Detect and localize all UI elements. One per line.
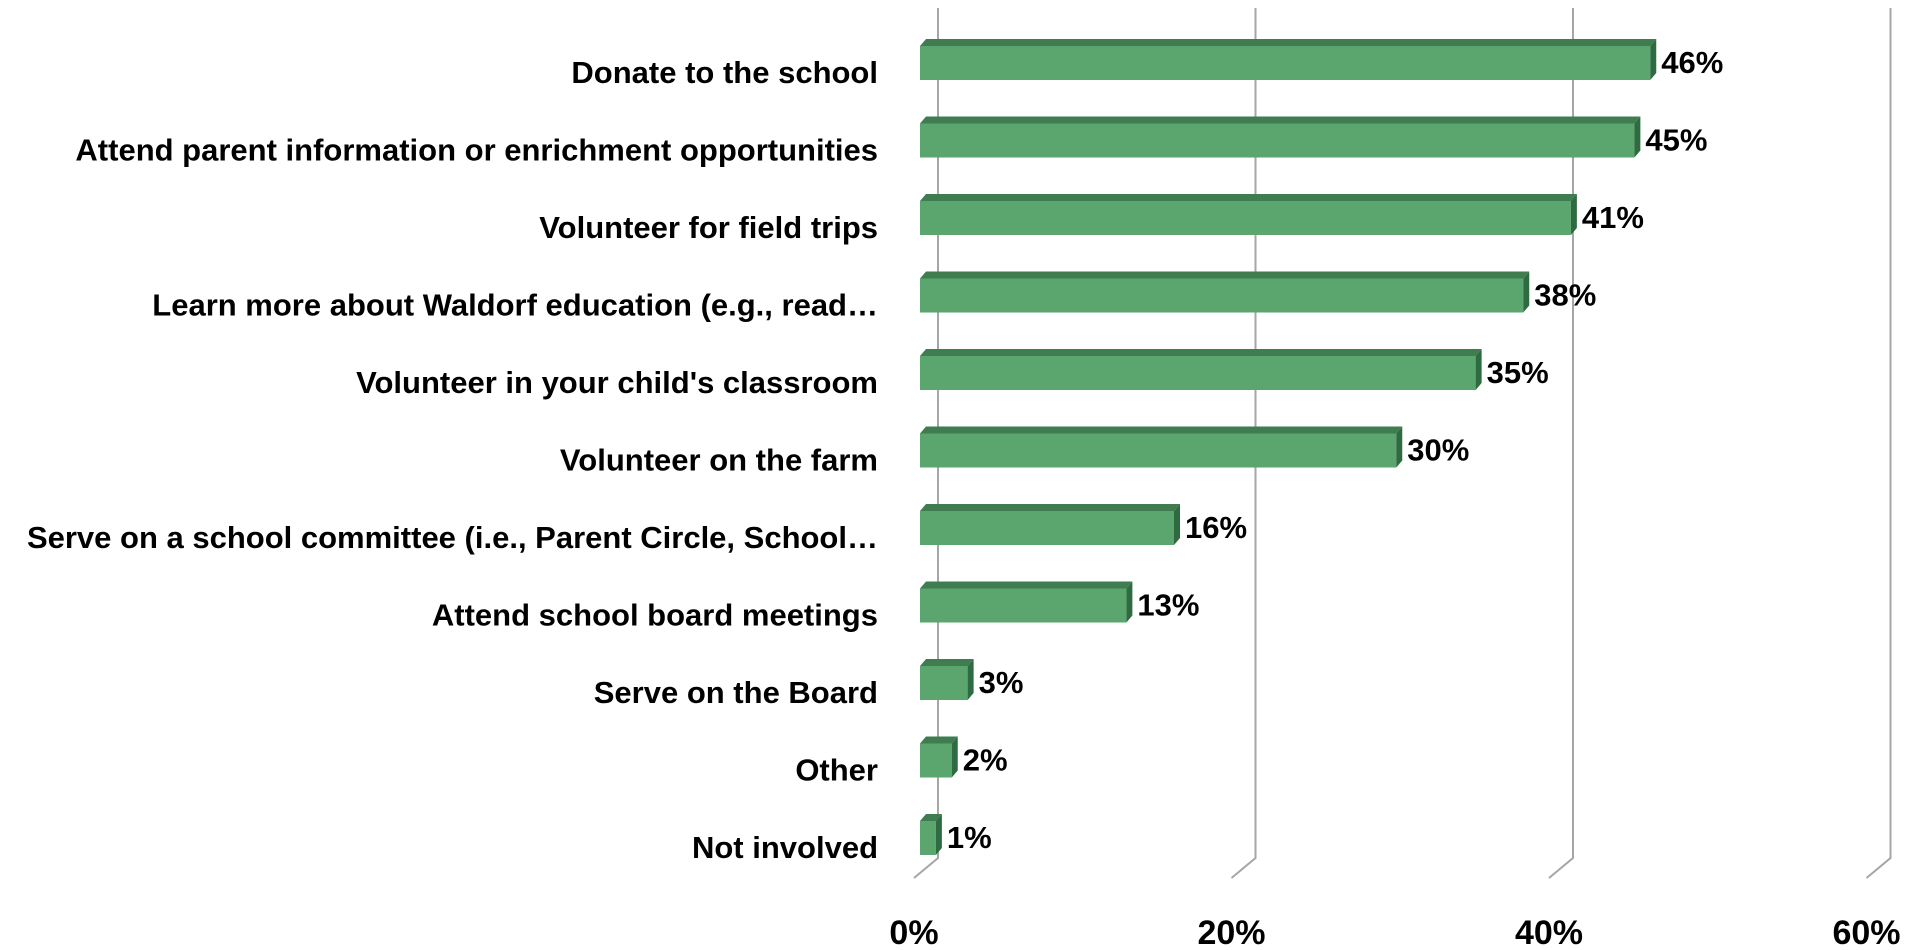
bars: [920, 39, 1657, 855]
data-label: 3%: [979, 665, 1024, 700]
bar-front-face: [920, 46, 1651, 80]
bar: [920, 659, 974, 700]
bar: [920, 349, 1482, 390]
data-label: 41%: [1582, 200, 1644, 235]
x-tick-label: 20%: [1197, 914, 1265, 950]
x-tick-label: 40%: [1515, 914, 1583, 950]
bar-top-face: [920, 271, 1530, 279]
category-label: Not involved: [692, 830, 878, 865]
bar: [920, 271, 1530, 313]
bar-top-face: [920, 659, 974, 666]
category-label: Volunteer on the farm: [560, 443, 878, 478]
data-label: 35%: [1487, 355, 1549, 390]
bar-front-face: [920, 588, 1127, 623]
bar: [920, 504, 1180, 545]
gridline: [1548, 8, 1574, 879]
data-label: 46%: [1661, 45, 1723, 80]
bar-top-face: [920, 194, 1577, 201]
bar-side-face: [1570, 194, 1577, 235]
bar-side-face: [951, 736, 958, 778]
category-label: Donate to the school: [571, 55, 878, 90]
category-label: Other: [795, 753, 878, 788]
data-label: 1%: [947, 820, 992, 855]
data-label: 13%: [1137, 588, 1199, 623]
bar-front-face: [920, 666, 968, 700]
bar-top-face: [920, 426, 1403, 434]
bar-side-face: [1523, 271, 1530, 313]
category-label: Volunteer for field trips: [539, 210, 878, 245]
bar-top-face: [920, 581, 1133, 589]
bar: [920, 814, 942, 855]
gridline: [1865, 8, 1892, 879]
bar-top-face: [920, 736, 958, 744]
bar: [920, 581, 1133, 623]
bar-front-face: [920, 433, 1397, 468]
category-label: Serve on the Board: [594, 675, 878, 710]
category-label: Volunteer in your child's classroom: [356, 365, 878, 400]
bar-side-face: [1634, 116, 1641, 158]
bar-top-face: [920, 39, 1657, 46]
bar-side-face: [1650, 39, 1657, 80]
bar-front-face: [920, 201, 1571, 235]
bar: [920, 426, 1403, 468]
bar-top-face: [920, 349, 1482, 356]
value-labels: 46% 45% 41% 38% 35% 30% 16% 13% 3% 2% 1%: [947, 45, 1723, 855]
bar: [920, 194, 1577, 235]
bar-side-face: [967, 659, 974, 700]
bar-side-face: [1475, 349, 1482, 390]
bar: [920, 736, 958, 778]
bar-front-face: [920, 356, 1476, 390]
category-labels: Donate to the school Attend parent inform…: [27, 55, 878, 865]
x-tick-label: 60%: [1832, 914, 1900, 950]
bar: [920, 39, 1657, 80]
data-label: 16%: [1185, 510, 1247, 545]
data-label: 38%: [1534, 278, 1596, 313]
bar-side-face: [1174, 504, 1180, 545]
category-label: Attend school board meetings: [432, 598, 878, 633]
category-label: Learn more about Waldorf education (e.g.…: [152, 288, 878, 323]
bar-front-face: [920, 821, 936, 855]
bar-top-face: [920, 504, 1180, 511]
data-label: 30%: [1407, 433, 1469, 468]
bar-top-face: [920, 814, 942, 821]
bar-front-face: [920, 278, 1524, 313]
bar-front-face: [920, 743, 952, 778]
x-tick-label: 0%: [889, 914, 938, 950]
category-label: Serve on a school committee (i.e., Paren…: [27, 520, 878, 555]
bar-side-face: [1126, 581, 1133, 623]
x-axis-ticks: 0% 20% 40% 60%: [889, 914, 1900, 950]
category-label: Attend parent information or enrichment …: [75, 133, 878, 168]
bar-side-face: [1396, 426, 1403, 468]
bar-front-face: [920, 511, 1174, 545]
bar-side-face: [935, 814, 942, 855]
data-label: 2%: [963, 743, 1008, 778]
bar: [920, 116, 1641, 158]
bar-front-face: [920, 123, 1635, 158]
data-label: 45%: [1645, 123, 1707, 158]
bar-top-face: [920, 116, 1641, 124]
